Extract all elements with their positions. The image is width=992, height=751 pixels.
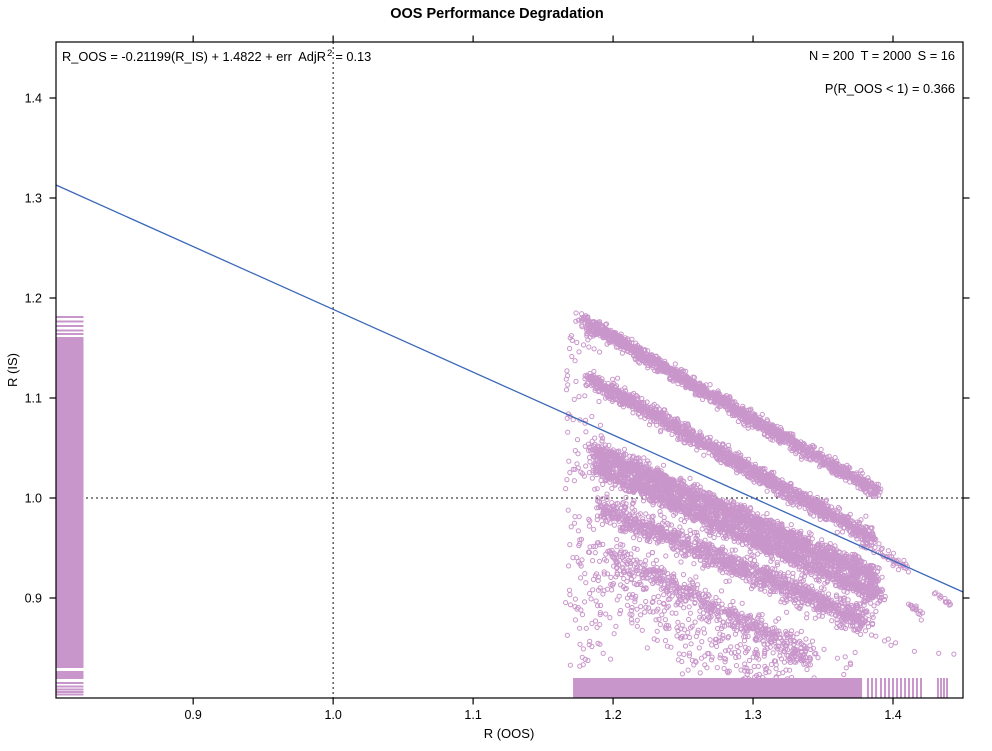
scatter-points: [563, 310, 957, 698]
data-point: [680, 368, 686, 374]
data-point: [622, 385, 628, 391]
data-point: [745, 425, 751, 431]
bottom-rug-block: [573, 678, 863, 698]
data-point: [701, 452, 707, 458]
data-point: [595, 319, 601, 325]
data-point: [876, 541, 882, 547]
bottom-rug-line: [892, 678, 895, 698]
bottom-rug-line: [904, 678, 907, 698]
data-point: [687, 475, 693, 481]
data-point: [621, 446, 628, 452]
data-point: [764, 510, 770, 517]
bottom-rug-line: [879, 678, 882, 698]
data-point: [714, 406, 720, 412]
data-point: [890, 550, 897, 556]
left-rug-line: [56, 316, 84, 318]
bottom-rug-line: [940, 678, 943, 698]
left-rug-line: [56, 333, 84, 335]
data-point: [651, 360, 657, 366]
bottom-rug-line: [899, 678, 902, 698]
bottom-rug-line: [915, 678, 918, 698]
data-point: [789, 447, 795, 454]
data-point: [707, 382, 713, 388]
data-point: [669, 431, 675, 437]
left-rug-line: [56, 682, 84, 684]
data-point: [885, 548, 892, 554]
data-point: [619, 350, 626, 356]
left-rug-line: [56, 320, 84, 323]
data-point: [870, 490, 876, 496]
data-point: [735, 418, 742, 425]
left-rug-block: [56, 337, 84, 668]
data-point: [630, 410, 636, 416]
bottom-rug-line: [907, 678, 910, 698]
data-point: [863, 513, 869, 519]
data-point: [694, 482, 701, 488]
left-rug-line: [56, 685, 84, 688]
left-rug-line: [56, 691, 84, 693]
bottom-rug-line: [942, 678, 945, 698]
data-point: [788, 522, 794, 528]
bottom-rug-line: [946, 678, 949, 698]
bottom-rug-line: [887, 678, 890, 698]
data-point: [818, 446, 824, 453]
data-point: [615, 375, 621, 381]
left-rug-line: [56, 325, 84, 327]
data-point: [807, 491, 813, 497]
data-point: [683, 368, 689, 374]
data-point: [674, 376, 680, 382]
rug-marks: [56, 316, 949, 698]
data-point: [604, 341, 610, 347]
data-point: [645, 365, 651, 371]
data-point: [692, 392, 698, 398]
bottom-rug-line: [866, 678, 869, 698]
data-point: [745, 422, 751, 428]
data-point: [839, 529, 846, 535]
left-rug-line: [56, 693, 84, 696]
bottom-rug-line: [871, 678, 874, 698]
data-point: [798, 456, 805, 462]
bottom-rug-line: [912, 678, 915, 698]
data-point: [583, 313, 589, 319]
left-rug-line: [56, 329, 84, 332]
left-rug-line: [56, 688, 84, 691]
data-point: [672, 361, 678, 367]
bottom-rug-line: [896, 678, 899, 698]
data-point: [629, 336, 635, 342]
bottom-rug-line: [920, 678, 923, 698]
data-point: [834, 529, 840, 535]
data-point: [660, 462, 667, 468]
data-point: [895, 567, 902, 573]
data-point: [641, 455, 647, 461]
bottom-rug-line: [884, 678, 887, 698]
bottom-rug-line: [875, 678, 878, 698]
data-point: [755, 511, 761, 517]
data-point: [610, 376, 616, 382]
data-point: [592, 435, 598, 441]
left-rug-block: [56, 671, 84, 679]
data-point: [770, 437, 776, 443]
data-point: [759, 411, 765, 418]
data-point: [865, 491, 871, 497]
data-point: [764, 488, 770, 494]
data-point: [630, 344, 636, 350]
bottom-rug-line: [936, 678, 939, 698]
data-point: [858, 468, 864, 474]
